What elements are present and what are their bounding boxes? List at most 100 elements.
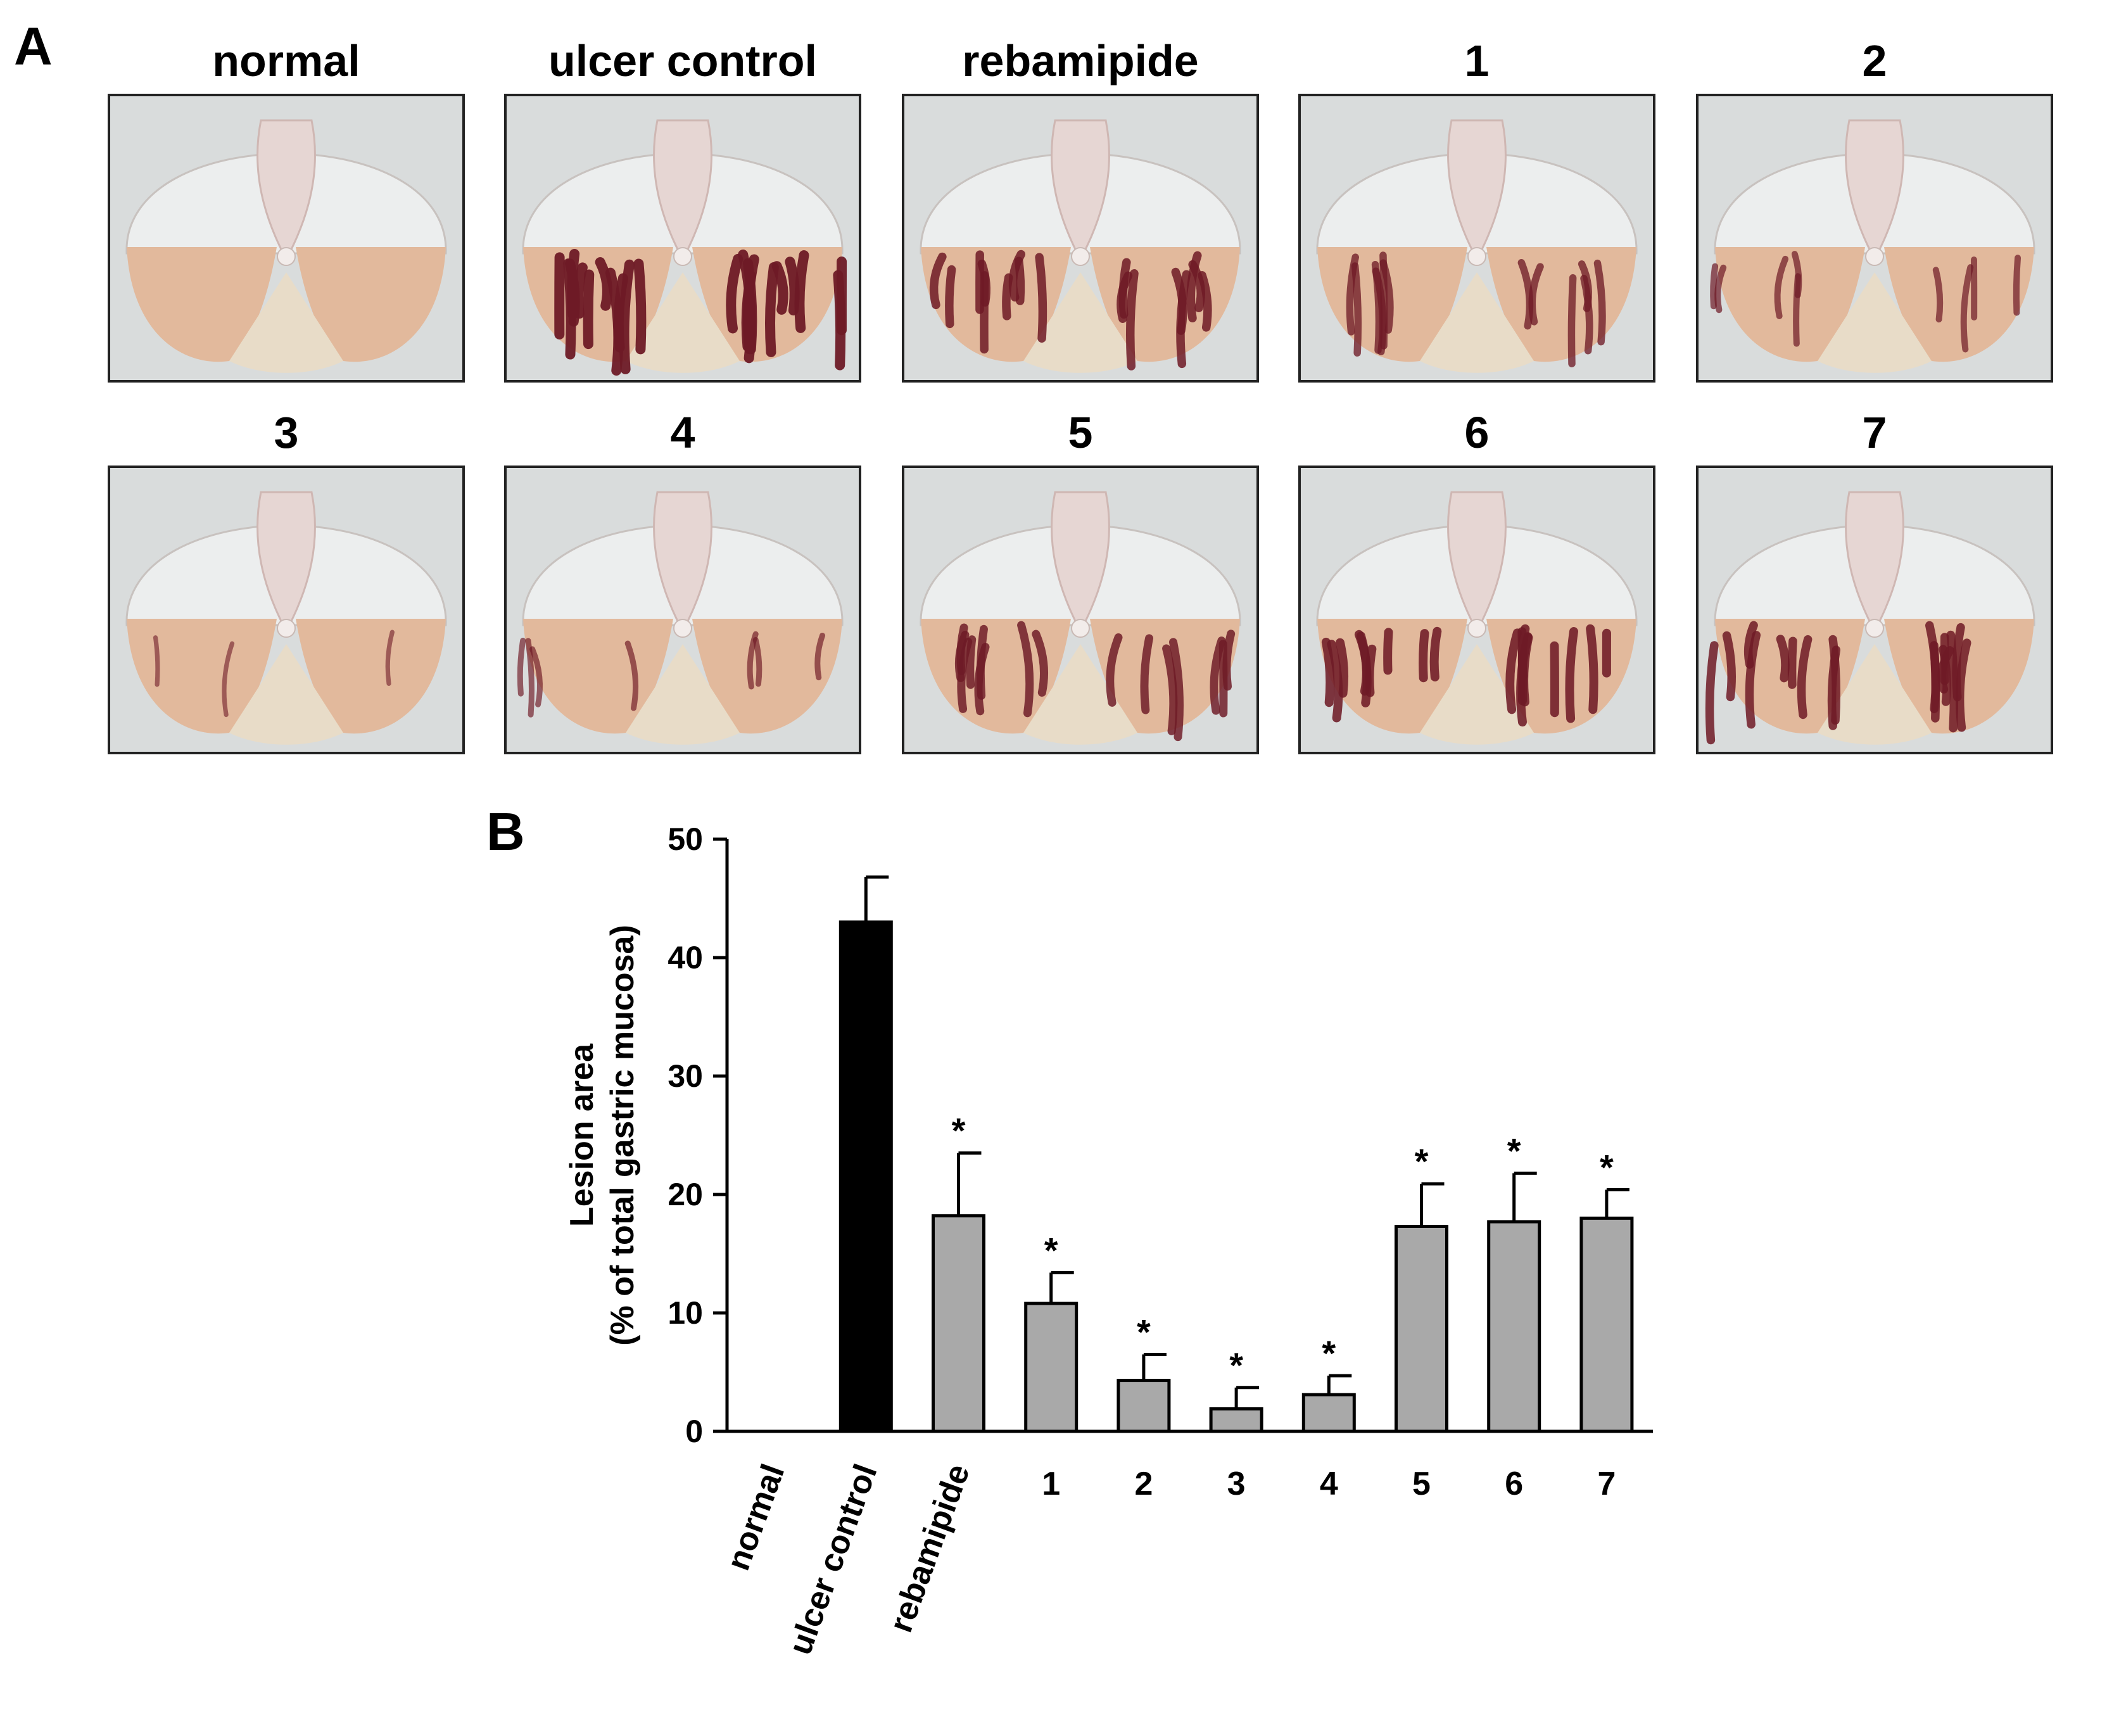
lesion-streak [1162, 644, 1178, 735]
lesion-streak [1565, 627, 1578, 723]
specimen-photo [1298, 466, 1655, 754]
significance-mark: * [1322, 1333, 1336, 1373]
y-tick-label: 20 [668, 1177, 703, 1212]
specimen-photo [108, 94, 465, 383]
lesion-streak [1567, 274, 1577, 367]
lesion-streak [1321, 637, 1335, 707]
specimen-photo [1696, 94, 2053, 383]
x-category-label: ulcer control [781, 1459, 884, 1659]
lesion-streak [1828, 635, 1841, 725]
lesion-streak [1932, 267, 1944, 323]
mucosa-left-lobe [1317, 619, 1467, 734]
bar [1579, 1216, 1634, 1433]
lesion-streak [1186, 251, 1202, 323]
lesion-streak [1356, 631, 1372, 707]
lesion-streak [1586, 624, 1598, 714]
pylorus-region [626, 272, 740, 373]
mucosa-right-lobe [296, 619, 446, 734]
pylorus-region [1420, 272, 1534, 373]
specimen-label: 4 [671, 408, 695, 457]
pylorus-opening [277, 247, 296, 266]
significance-mark: * [1137, 1312, 1151, 1352]
lesion-streak [1035, 253, 1047, 343]
lesion-streak [633, 258, 647, 355]
lesion-streak [1335, 638, 1349, 698]
specimen-photo [902, 94, 1259, 383]
lesion-streak [1797, 635, 1813, 719]
pylorus-opening [1467, 619, 1486, 638]
bar [1117, 1379, 1171, 1433]
panel-letter-a: A [14, 16, 53, 76]
pylorus-region [229, 272, 343, 373]
lesion-streak [1774, 255, 1789, 319]
lesion-streak [814, 632, 826, 681]
pylorus-opening [673, 247, 692, 266]
bar [838, 920, 893, 1433]
mucosa-left-lobe [127, 247, 277, 362]
lesion-streak [1106, 633, 1123, 707]
pylorus-opening [1865, 619, 1884, 638]
lesion-streak [525, 638, 535, 718]
y-tick-label: 10 [668, 1295, 703, 1331]
lesion-streak [833, 270, 846, 371]
lesion-streak [1705, 641, 1719, 745]
bar [1301, 1393, 1356, 1433]
lesion-streak [956, 623, 968, 675]
lesion-streak [1787, 637, 1797, 689]
mucosa-right-lobe [1090, 619, 1240, 734]
lesion-streak [1722, 631, 1736, 702]
mucosa-right-lobe [1884, 247, 2034, 362]
lesion-streak [1171, 267, 1187, 335]
x-category-label: 4 [1320, 1466, 1338, 1502]
lesion-streak [222, 641, 235, 718]
lesion-streak [726, 253, 743, 334]
lesion-streak [1140, 634, 1154, 714]
lesion-streak [1952, 623, 1965, 702]
lesion-streak [1743, 621, 1758, 669]
lesion-streak [529, 646, 543, 707]
lesion-streak [1351, 262, 1362, 357]
pylorus-region [1818, 644, 1932, 745]
lesion-streak [1710, 263, 1719, 310]
pylorus-region [1023, 272, 1137, 373]
lesion-streak [1014, 257, 1025, 305]
specimen-label: normal [212, 36, 360, 86]
x-category-label: 6 [1505, 1466, 1523, 1502]
lesion-streak [1017, 621, 1034, 718]
lesion-streak [1528, 263, 1544, 326]
lesion-streak [605, 267, 624, 376]
lesion-streak [583, 269, 595, 350]
lesion-streak [1776, 635, 1790, 683]
lesion-streak [1169, 638, 1184, 742]
lesion-streak [1327, 640, 1343, 723]
lesion-streak [567, 248, 580, 320]
specimen-photo [902, 466, 1259, 754]
lesion-streak [1505, 628, 1522, 714]
mucosa-left-lobe [921, 247, 1071, 362]
lesion-streak [785, 257, 800, 316]
pylorus-region [1420, 644, 1534, 745]
significance-mark: * [1415, 1141, 1429, 1181]
specimen-photo [1696, 466, 2053, 754]
y-tick-label: 50 [668, 821, 703, 857]
lesion-streak [1117, 271, 1133, 323]
lesion-streak [1925, 621, 1940, 714]
lesion-streak [977, 259, 990, 307]
y-tick-label: 30 [668, 1058, 703, 1094]
bar [1209, 1407, 1263, 1433]
specimen-label: 1 [1465, 36, 1490, 86]
mucosa-right-lobe [692, 619, 842, 734]
lesion-streak [1580, 274, 1593, 355]
specimen-label: ulcer control [548, 36, 817, 86]
lesion-streak [1516, 632, 1533, 727]
x-category-label: 5 [1412, 1466, 1431, 1502]
lesion-streak [794, 250, 809, 333]
y-axis-title-line2: (% of total gastric mucosa) [604, 925, 641, 1346]
x-category-label: normal [720, 1459, 792, 1575]
lesion-streak [1419, 629, 1429, 683]
lesion-streak [517, 637, 526, 697]
specimen-photo [108, 466, 465, 754]
lesion-streak [1593, 259, 1606, 346]
pylorus-opening [1071, 247, 1090, 266]
